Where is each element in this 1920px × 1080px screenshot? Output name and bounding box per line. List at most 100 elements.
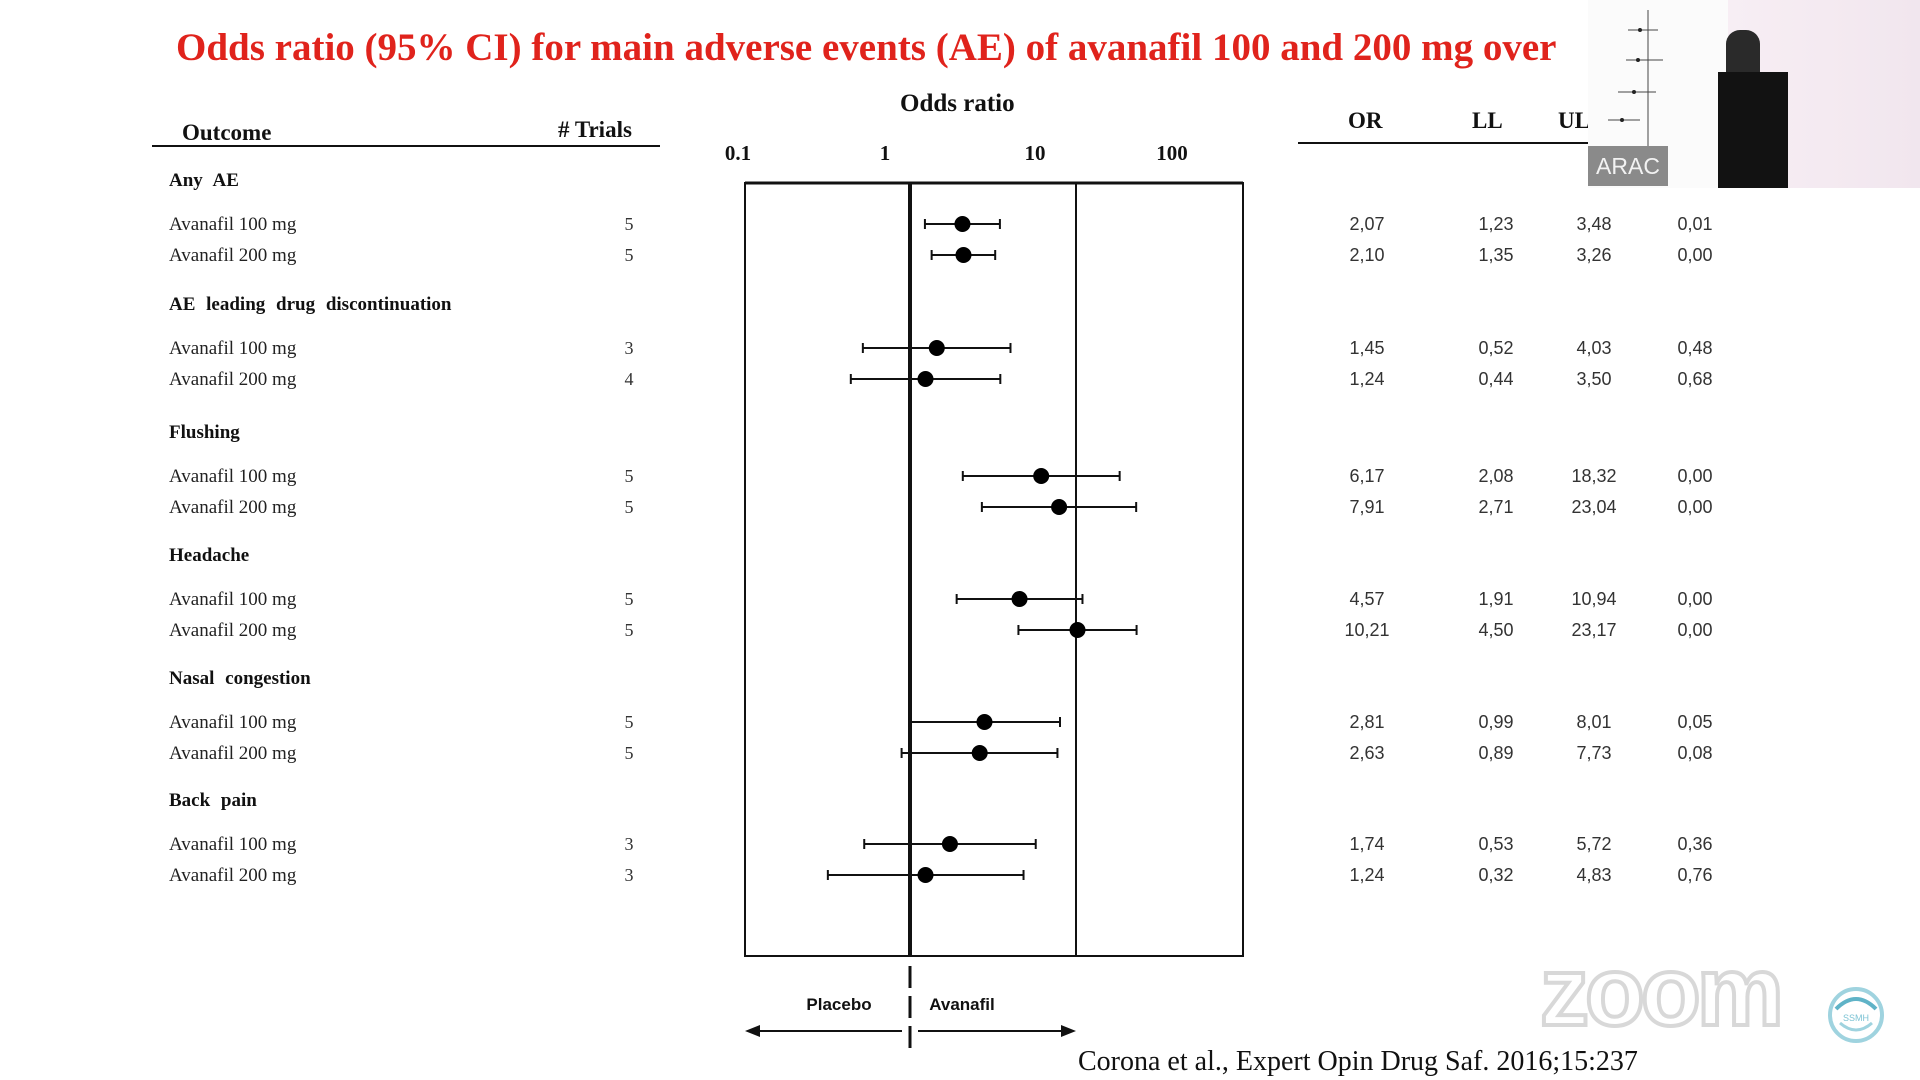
row-ll: 1,91 <box>1478 589 1514 609</box>
row-label: Avanafil 100 mg <box>169 589 297 610</box>
row-trials: 3 <box>624 865 634 885</box>
odds-ratio-point <box>1011 591 1028 607</box>
outcome-header: Outcome <box>182 120 272 145</box>
row-trials: 5 <box>624 620 634 640</box>
speaker-video-thumbnail[interactable]: ARAC <box>1588 0 1920 188</box>
row-ul: 3,26 <box>1576 245 1612 265</box>
trials-header: # Trials <box>558 117 632 142</box>
row-ul: 5,72 <box>1576 834 1612 854</box>
row-p: 0,01 <box>1677 214 1713 234</box>
row-ll: 0,53 <box>1478 834 1514 854</box>
row-or: 2,63 <box>1349 743 1385 763</box>
arrow-right-head <box>1061 1025 1076 1037</box>
axis-tick-label: 100 <box>1156 141 1188 165</box>
row-or: 7,91 <box>1349 497 1385 517</box>
odds-ratio-point <box>1051 499 1068 515</box>
row-trials: 3 <box>624 834 634 854</box>
row-trials: 5 <box>624 589 634 609</box>
row-or: 1,45 <box>1349 338 1385 358</box>
row-or: 1,74 <box>1349 834 1385 854</box>
outcome-group-title: Flushing <box>169 422 240 443</box>
outcome-group-title: AE leading drug discontinuation <box>169 294 452 315</box>
row-trials: 5 <box>624 466 634 486</box>
plot-title: Odds ratio <box>900 90 1015 117</box>
row-or: 6,17 <box>1349 466 1385 486</box>
row-or: 10,21 <box>1344 620 1390 640</box>
direction-label-placebo: Placebo <box>806 995 871 1014</box>
row-ul: 4,03 <box>1576 338 1612 358</box>
outcome-group-title: Back pain <box>169 790 257 811</box>
row-label: Avanafil 100 mg <box>169 712 297 733</box>
row-label: Avanafil 200 mg <box>169 865 297 886</box>
row-trials: 5 <box>624 497 634 517</box>
row-p: 0,00 <box>1677 245 1713 265</box>
odds-ratio-point <box>1069 622 1086 638</box>
slide-title: Odds ratio (95% CI) for main adverse eve… <box>176 26 1557 69</box>
row-ul: 7,73 <box>1576 743 1612 763</box>
podium <box>1718 72 1788 188</box>
row-p: 0,48 <box>1677 338 1713 358</box>
outcome-group-title: Nasal congestion <box>169 668 311 689</box>
row-ll: 0,44 <box>1478 369 1514 389</box>
row-label: Avanafil 100 mg <box>169 834 297 855</box>
row-ul: 3,50 <box>1576 369 1612 389</box>
odds-ratio-point <box>941 836 958 852</box>
row-label: Avanafil 100 mg <box>169 214 297 235</box>
row-ul: 10,94 <box>1571 589 1617 609</box>
ssmh-logo-icon: SSMH <box>1828 987 1884 1043</box>
row-p: 0,08 <box>1677 743 1713 763</box>
axis-tick-label: 0.1 <box>725 141 751 165</box>
citation: Corona et al., Expert Opin Drug Saf. 201… <box>1078 1046 1638 1077</box>
row-label: Avanafil 200 mg <box>169 245 297 266</box>
row-ul: 18,32 <box>1571 466 1617 486</box>
row-label: Avanafil 200 mg <box>169 620 297 641</box>
row-p: 0,00 <box>1677 497 1713 517</box>
odds-ratio-point <box>954 216 971 232</box>
outcome-group-title: Any AE <box>169 170 239 191</box>
zoom-logo-icon: zoom <box>1538 934 1786 1048</box>
row-or: 4,57 <box>1349 589 1385 609</box>
row-ll: 1,35 <box>1478 245 1514 265</box>
thumbnail-label: ARAC <box>1588 146 1668 186</box>
axis-tick-label: 1 <box>880 141 891 165</box>
speaker-figure <box>1726 30 1760 76</box>
row-or: 1,24 <box>1349 865 1385 885</box>
direction-label-avanafil: Avanafil <box>929 995 995 1014</box>
row-p: 0,05 <box>1677 712 1713 732</box>
row-trials: 3 <box>624 338 634 358</box>
header-rule-right <box>1298 142 1598 144</box>
row-trials: 4 <box>624 369 634 389</box>
row-or: 2,07 <box>1349 214 1385 234</box>
row-ll: 0,52 <box>1478 338 1514 358</box>
row-ll: 0,32 <box>1478 865 1514 885</box>
odds-ratio-point <box>917 867 934 883</box>
row-ll: 2,71 <box>1478 497 1514 517</box>
odds-ratio-point <box>976 714 993 730</box>
header-rule-left <box>152 145 660 147</box>
row-ul: 23,17 <box>1571 620 1617 640</box>
row-label: Avanafil 200 mg <box>169 369 297 390</box>
row-trials: 5 <box>624 743 634 763</box>
row-ll: 0,99 <box>1478 712 1514 732</box>
arrow-left-head <box>745 1025 760 1037</box>
row-trials: 5 <box>624 712 634 732</box>
row-p: 0,68 <box>1677 369 1713 389</box>
row-p: 0,00 <box>1677 466 1713 486</box>
row-p: 0,00 <box>1677 620 1713 640</box>
odds-ratio-point <box>1033 468 1050 484</box>
row-ll: 1,23 <box>1478 214 1514 234</box>
ssmh-logo-text: SSMH <box>1843 1013 1869 1023</box>
row-label: Avanafil 200 mg <box>169 497 297 518</box>
axis-tick-label: 10 <box>1025 141 1046 165</box>
row-ll: 2,08 <box>1478 466 1514 486</box>
odds-ratio-point <box>917 371 934 387</box>
outcome-group-title: Headache <box>169 545 250 566</box>
odds-ratio-point <box>955 247 972 263</box>
row-or: 2,81 <box>1349 712 1385 732</box>
plot-frame <box>744 182 1244 957</box>
row-p: 0,76 <box>1677 865 1713 885</box>
odds-ratio-point <box>971 745 988 761</box>
row-trials: 5 <box>624 245 634 265</box>
row-or: 2,10 <box>1349 245 1385 265</box>
